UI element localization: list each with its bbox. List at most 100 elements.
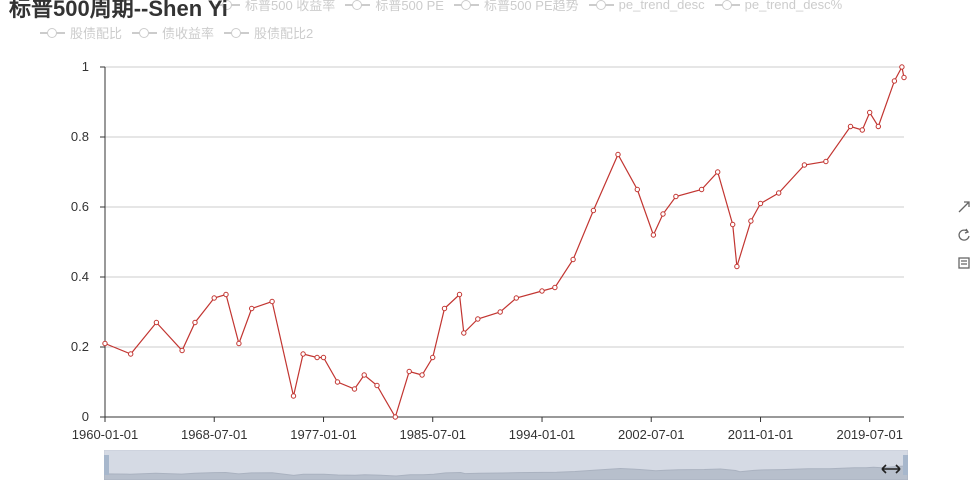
data-point[interactable] bbox=[650, 232, 657, 238]
data-zoom-slider[interactable] bbox=[104, 450, 908, 480]
legend-item[interactable]: 股债配比2 bbox=[224, 23, 313, 42]
data-zoom-data-shadow bbox=[104, 465, 908, 480]
legend-item[interactable]: 标普500 PE趋势 bbox=[453, 0, 579, 14]
data-point[interactable] bbox=[570, 256, 576, 263]
legend-line-circle-icon bbox=[588, 0, 614, 12]
data-point[interactable] bbox=[192, 319, 198, 326]
data-point[interactable] bbox=[823, 158, 829, 165]
data-point[interactable] bbox=[211, 295, 217, 301]
data-zoom-handle-left[interactable] bbox=[104, 455, 109, 475]
data-point[interactable] bbox=[461, 330, 467, 336]
y-tick-label: 0.6 bbox=[71, 199, 89, 214]
data-point[interactable] bbox=[734, 263, 740, 270]
data-point[interactable] bbox=[320, 354, 327, 361]
data-point[interactable] bbox=[475, 316, 481, 322]
legend-label: 标普500 PE bbox=[375, 0, 444, 13]
chart-title: 标普500周期--Shen Yi bbox=[9, 0, 228, 21]
data-point[interactable] bbox=[314, 354, 320, 361]
data-point[interactable] bbox=[441, 305, 448, 312]
save-image-icon[interactable] bbox=[957, 256, 971, 270]
toolbox bbox=[957, 200, 971, 284]
data-point[interactable] bbox=[513, 295, 519, 301]
data-point[interactable] bbox=[153, 319, 160, 326]
legend-line-circle-icon bbox=[453, 0, 479, 12]
series-layer bbox=[102, 64, 907, 420]
x-tick-label: 1960-01-01 bbox=[72, 427, 139, 442]
legend-label: pe_trend_desc bbox=[618, 0, 705, 12]
legend-line-circle-icon bbox=[215, 0, 240, 12]
y-tick-label: 0.4 bbox=[71, 269, 89, 284]
data-point[interactable] bbox=[430, 354, 436, 361]
x-tick-label: 1968-07-01 bbox=[181, 427, 248, 442]
data-point[interactable] bbox=[859, 127, 865, 133]
data-point[interactable] bbox=[660, 211, 666, 217]
data-point[interactable] bbox=[392, 414, 398, 420]
x-tick-label: 2019-07-01 bbox=[836, 427, 903, 442]
legend-line-circle-icon bbox=[132, 26, 158, 40]
legend-label: pe_trend_desc% bbox=[744, 0, 843, 12]
restore-icon[interactable] bbox=[957, 228, 971, 242]
data-point[interactable] bbox=[673, 193, 679, 200]
data-point[interactable] bbox=[456, 291, 463, 298]
legend-label: 股债配比2 bbox=[254, 26, 314, 41]
data-point[interactable] bbox=[102, 340, 108, 347]
data-point[interactable] bbox=[901, 74, 907, 81]
data-point[interactable] bbox=[249, 305, 255, 312]
data-point[interactable] bbox=[497, 309, 503, 315]
legend-item[interactable]: 债收益率 bbox=[132, 23, 214, 42]
legend-label: 标普500 收益率 bbox=[245, 0, 336, 13]
data-point[interactable] bbox=[634, 186, 640, 193]
data-point[interactable] bbox=[334, 379, 341, 385]
legend-item[interactable]: 标普500 PE bbox=[345, 0, 444, 14]
data-point[interactable] bbox=[891, 78, 898, 84]
data-point[interactable] bbox=[698, 186, 705, 193]
data-point[interactable] bbox=[128, 351, 134, 357]
y-tick-label: 0.8 bbox=[71, 129, 89, 144]
data-point[interactable] bbox=[757, 200, 764, 207]
data-point[interactable] bbox=[899, 64, 905, 70]
grid-lines bbox=[105, 66, 904, 348]
data-point[interactable] bbox=[801, 162, 808, 168]
data-point[interactable] bbox=[300, 351, 306, 357]
data-point[interactable] bbox=[715, 169, 721, 175]
line-chart: 0 0.2 0.4 0.6 0.8 1 1960-01-01 1968-07-01 1977-0… bbox=[71, 59, 907, 442]
legend-item[interactable]: 股债配比 bbox=[40, 23, 122, 42]
data-point[interactable] bbox=[875, 123, 881, 130]
data-point[interactable] bbox=[615, 151, 621, 158]
legend-label: 股债配比 bbox=[70, 26, 123, 41]
data-zoom-handle-right[interactable] bbox=[903, 455, 908, 475]
resize-cursor-icon bbox=[881, 464, 901, 474]
x-tick-label: 1985-07-01 bbox=[399, 427, 466, 442]
data-point[interactable] bbox=[867, 109, 873, 116]
data-point[interactable] bbox=[269, 298, 275, 305]
data-point[interactable] bbox=[236, 340, 242, 347]
legend-item[interactable]: pe_trend_desc bbox=[588, 0, 705, 12]
data-zoom-icon[interactable] bbox=[957, 200, 971, 214]
data-point[interactable] bbox=[419, 372, 425, 378]
data-point[interactable] bbox=[552, 284, 558, 291]
legend-label: 债收益率 bbox=[162, 26, 215, 41]
data-point[interactable] bbox=[223, 291, 229, 298]
axes: 0 0.2 0.4 0.6 0.8 1 1960-01-01 1968-07-01 1977-0… bbox=[71, 59, 904, 442]
legend-item[interactable]: 标普500 收益率 bbox=[215, 0, 335, 14]
data-point[interactable] bbox=[539, 288, 545, 294]
data-point[interactable] bbox=[374, 382, 380, 389]
data-point[interactable] bbox=[730, 221, 736, 228]
legend-line-circle-icon bbox=[345, 0, 371, 12]
data-point[interactable] bbox=[406, 368, 412, 375]
data-point[interactable] bbox=[290, 393, 297, 399]
legend-label: 标普500 PE趋势 bbox=[483, 0, 579, 13]
data-point[interactable] bbox=[776, 190, 782, 196]
data-point[interactable] bbox=[351, 386, 358, 392]
data-point[interactable] bbox=[847, 123, 854, 130]
data-point[interactable] bbox=[179, 347, 185, 354]
series-line bbox=[104, 65, 905, 419]
x-tick-label: 2002-07-01 bbox=[618, 427, 685, 442]
legend-row-2: 股债配比 债收益率 股债配比2 bbox=[40, 23, 323, 43]
legend-line-circle-icon bbox=[40, 26, 65, 40]
data-point[interactable] bbox=[361, 372, 367, 378]
data-point[interactable] bbox=[748, 218, 754, 224]
data-point[interactable] bbox=[590, 207, 597, 214]
legend-line-circle-icon bbox=[714, 0, 740, 12]
legend-item[interactable]: pe_trend_desc% bbox=[714, 0, 843, 12]
